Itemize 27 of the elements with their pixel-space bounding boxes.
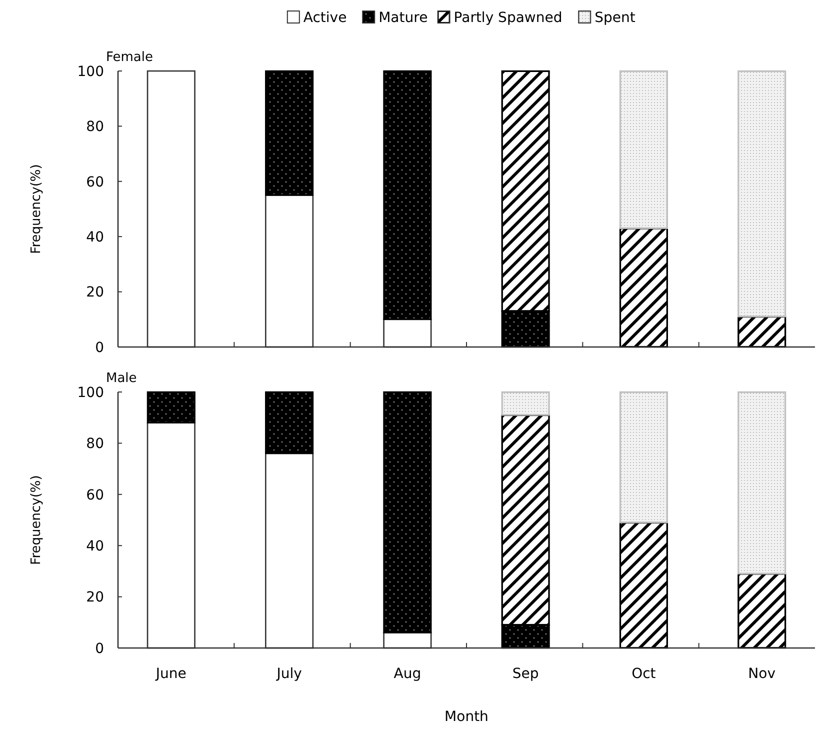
x-tick-label: July [276,666,302,682]
x-tick-label: Oct [632,666,656,682]
y-tick-label: 20 [86,284,104,301]
y-tick-label: 40 [86,538,104,554]
x-tick-label: Nov [748,666,776,682]
y-tick-label: 80 [86,436,104,452]
legend-label: Partly Spawned [454,10,562,26]
chart-title: Female [106,50,154,65]
y-tick-label: 100 [77,384,104,401]
y-tick-label: 80 [86,119,104,136]
chart-title: Male [106,371,137,386]
y-axis-title: Frequency(%) [29,164,44,254]
legend-label: Active [303,10,347,26]
y-tick-label: 0 [95,640,104,657]
x-axis-title: Month [444,709,488,725]
y-tick-label: 100 [77,64,104,80]
x-tick-label: June [154,666,186,682]
x-tick-label: Aug [394,666,422,682]
y-tick-label: 60 [86,487,104,504]
y-tick-label: 40 [86,230,104,246]
y-tick-label: 60 [86,174,104,190]
y-axis-title: Frequency(%) [29,475,44,565]
x-tick-label: Sep [512,666,539,682]
y-tick-label: 20 [86,590,104,606]
legend-label: Spent [594,10,636,26]
y-tick-label: 0 [95,340,104,356]
legend-label: Mature [378,10,428,26]
